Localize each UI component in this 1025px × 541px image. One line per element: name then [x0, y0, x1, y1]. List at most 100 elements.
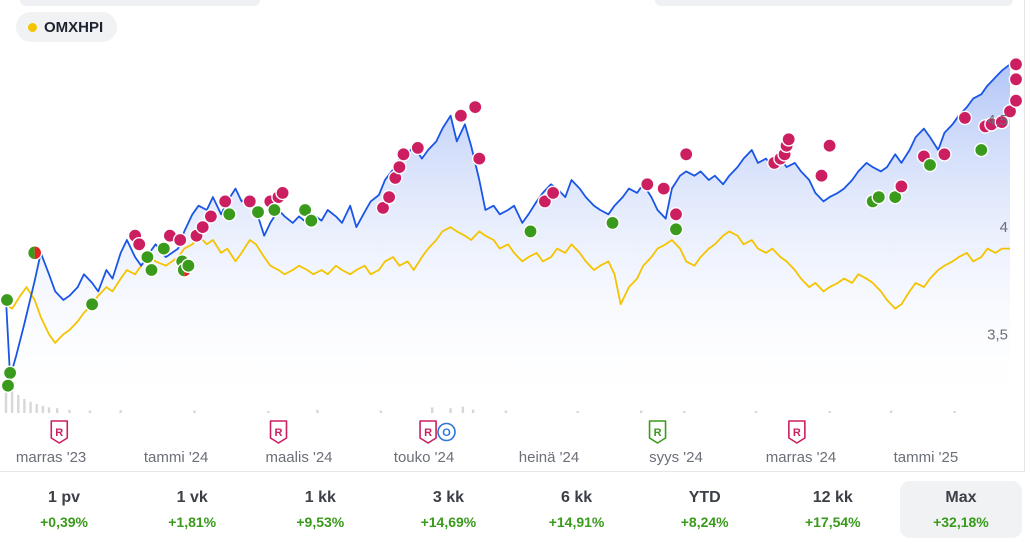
trade-marker-buy[interactable]: [250, 204, 266, 220]
event-flag[interactable]: R: [50, 420, 69, 444]
trade-marker-sell[interactable]: [217, 194, 233, 209]
x-tick-label: marras '24: [766, 449, 836, 466]
period-1d[interactable]: 1 pv +0,39%: [3, 481, 125, 538]
event-flag[interactable]: R: [269, 420, 288, 444]
period-label: 3 kk: [432, 489, 464, 506]
trade-marker-sell[interactable]: [640, 176, 655, 192]
period-1m[interactable]: 1 kk +9,53%: [259, 481, 381, 538]
top-toolbar-right: [655, 0, 1013, 6]
event-flag[interactable]: R: [788, 420, 806, 444]
trade-marker-sell[interactable]: [814, 168, 829, 183]
trade-marker-sell[interactable]: [375, 200, 391, 216]
trade-marker-sell[interactable]: [656, 181, 672, 196]
period-change: +17,54%: [804, 514, 861, 530]
period-max[interactable]: Max +32,18%: [899, 481, 1022, 538]
trade-marker-sell[interactable]: [275, 185, 290, 201]
trade-marker-buy[interactable]: [523, 224, 538, 239]
period-label: 1 kk: [304, 489, 336, 506]
trade-marker-buy[interactable]: [303, 213, 319, 228]
trade-marker-buy[interactable]: [267, 202, 282, 218]
trade-marker-sell[interactable]: [131, 236, 147, 252]
trade-marker-buy[interactable]: [922, 157, 938, 173]
period-change: +8,24%: [680, 514, 729, 530]
trade-marker-buy[interactable]: [668, 221, 684, 237]
period-change: +14,69%: [420, 514, 477, 530]
trade-marker-buy[interactable]: [221, 206, 237, 222]
trade-marker-sell[interactable]: [195, 219, 210, 235]
svg-text:R: R: [793, 427, 801, 439]
y-tick-label: 3,5: [987, 326, 1008, 343]
trade-marker-sell[interactable]: [203, 209, 219, 224]
trade-marker-buy[interactable]: [0, 378, 16, 394]
period-label: 1 pv: [48, 489, 81, 506]
period-ytd[interactable]: YTD +8,24%: [644, 481, 766, 538]
trade-marker-sell[interactable]: [545, 185, 561, 201]
trade-markers: [0, 57, 1024, 394]
event-flag[interactable]: R: [648, 420, 667, 444]
trade-marker-sell[interactable]: [467, 99, 483, 115]
period-12m[interactable]: 12 kk +17,54%: [772, 481, 894, 538]
trade-marker-buy[interactable]: [140, 249, 155, 265]
period-3m[interactable]: 3 kk +14,69%: [387, 481, 509, 538]
x-axis-ticks: marras '23 tammi '24 maalis '24 touko '24 he…: [16, 449, 958, 466]
trade-marker-buy[interactable]: [871, 189, 887, 205]
trade-marker-sell[interactable]: [392, 159, 407, 175]
x-tick-label: heinä '24: [519, 449, 579, 466]
top-toolbar-left: [20, 0, 260, 6]
trade-marker-sell[interactable]: [781, 131, 797, 147]
legend-label: OMXHPI: [44, 18, 104, 36]
period-label: 12 kk: [812, 489, 853, 506]
trade-marker-buy[interactable]: [297, 202, 313, 218]
trade-marker-buy[interactable]: [974, 142, 989, 158]
trade-marker-sell[interactable]: [410, 140, 426, 156]
period-label: Max: [945, 489, 977, 506]
trade-marker-sell[interactable]: [678, 146, 694, 162]
period-1w[interactable]: 1 vk +1,81%: [131, 481, 253, 538]
event-flag-circle[interactable]: O: [437, 422, 456, 442]
trade-marker-sell[interactable]: [1008, 72, 1024, 87]
trade-marker-sell[interactable]: [957, 110, 973, 126]
trade-marker-mixed[interactable]: [26, 245, 43, 261]
trade-marker-sell[interactable]: [822, 138, 837, 153]
trade-marker-sell[interactable]: [1008, 57, 1024, 72]
trade-marker-buy[interactable]: [0, 292, 15, 308]
trade-marker-sell[interactable]: [172, 232, 188, 248]
legend-chip[interactable]: OMXHPI: [16, 12, 118, 42]
trade-marker-sell[interactable]: [1008, 93, 1024, 108]
legend-dot-icon: [28, 22, 37, 32]
period-change: +9,53%: [296, 514, 345, 530]
trade-marker-sell[interactable]: [937, 146, 952, 162]
price-area-fill: [6, 64, 1010, 416]
trade-marker-buy[interactable]: [181, 258, 196, 274]
x-tick-label: tammi '25: [894, 449, 959, 466]
x-tick-label: tammi '24: [144, 449, 209, 466]
trade-marker-buy[interactable]: [605, 215, 620, 231]
period-change: +32,18%: [933, 514, 989, 530]
x-tick-label: maalis '24: [265, 449, 332, 466]
trade-marker-buy[interactable]: [84, 296, 100, 312]
period-6m[interactable]: 6 kk +14,91%: [516, 481, 638, 538]
y-axis-ticks: 4,5 4 3,5: [987, 112, 1008, 343]
y-tick-label: 4,5: [987, 112, 1008, 129]
trade-marker-sell[interactable]: [894, 179, 909, 194]
trade-marker-buy[interactable]: [2, 365, 18, 381]
period-change: +0,39%: [40, 514, 88, 530]
trade-marker-buy[interactable]: [144, 262, 159, 278]
svg-text:R: R: [55, 427, 63, 439]
x-tick-label: marras '23: [16, 449, 86, 466]
period-selector: 1 pv +0,39% 1 vk +1,81% 1 kk +9,53% 3 kk…: [0, 471, 1025, 541]
event-flag[interactable]: R: [419, 420, 437, 444]
trade-marker-sell[interactable]: [668, 206, 684, 222]
x-tick-label: touko '24: [394, 449, 454, 466]
trade-marker-sell[interactable]: [453, 108, 469, 123]
trade-marker-sell[interactable]: [381, 189, 397, 205]
period-label: YTD: [688, 489, 721, 506]
trade-marker-buy[interactable]: [156, 241, 172, 256]
trade-marker-sell[interactable]: [994, 114, 1010, 130]
period-change: +1,81%: [168, 514, 217, 530]
trade-marker-sell[interactable]: [396, 146, 411, 162]
trade-marker-sell[interactable]: [471, 151, 487, 166]
trade-marker-sell[interactable]: [242, 194, 258, 209]
trade-marker-buy[interactable]: [887, 189, 903, 205]
